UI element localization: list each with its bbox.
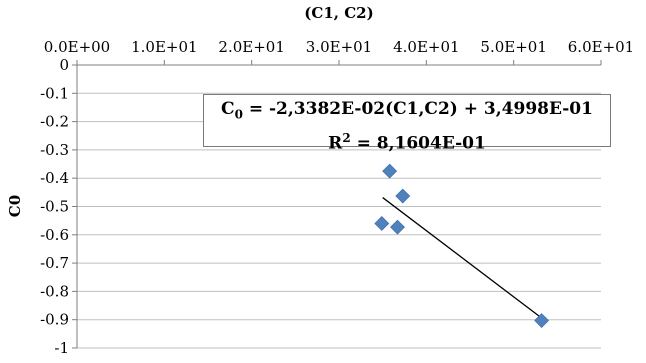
x-tick-label-5: 5.0E+01 xyxy=(480,38,546,56)
data-point-0-3 xyxy=(390,219,405,235)
x-axis-title: (C1, C2) xyxy=(304,4,373,22)
y-tick-label-6: -0.6 xyxy=(40,226,69,244)
data-points xyxy=(374,163,550,328)
equation-box: C0 = -2,3382E-02(C1,C2) + 3,4998E-01 R2 … xyxy=(203,94,611,154)
x-tick-label-2: 2.0E+01 xyxy=(218,38,284,56)
axes xyxy=(72,60,602,349)
y-tick-label-2: -0.2 xyxy=(40,113,69,131)
x-tick-label-6: 6.0E+01 xyxy=(568,38,634,56)
data-point-0-2 xyxy=(374,216,390,231)
data-point-0-1 xyxy=(395,188,411,204)
y-tick-label-8: -0.8 xyxy=(40,282,69,300)
trendline-segment xyxy=(382,197,543,319)
y-tick-label-0: 0 xyxy=(59,56,69,74)
x-tick-label-0: 0.0E+00 xyxy=(44,38,110,56)
r-squared: R2 = 8,1604E-01 xyxy=(328,131,486,155)
x-tick-label-1: 1.0E+01 xyxy=(131,38,197,56)
y-tick-label-5: -0.5 xyxy=(40,198,69,216)
y-tick-label-1: -0.1 xyxy=(40,84,69,102)
y-tick-label-10: -1 xyxy=(54,339,69,357)
data-point-0-4 xyxy=(534,313,550,328)
data-point-0-0 xyxy=(382,163,398,179)
x-tick-label-3: 3.0E+01 xyxy=(306,38,372,56)
y-tick-label-9: -0.9 xyxy=(40,311,69,329)
tick-labels: 0 -0.1 -0.2 -0.3 -0.4 -0.5 -0.6 -0.7 -0.8 -0.9 -1 0… xyxy=(40,38,634,357)
y-tick-label-7: -0.7 xyxy=(40,254,69,272)
gridlines xyxy=(77,92,601,349)
regression-equation: C0 = -2,3382E-02(C1,C2) + 3,4998E-01 xyxy=(221,99,593,122)
y-tick-label-3: -0.3 xyxy=(40,141,69,159)
x-tick-label-4: 4.0E+01 xyxy=(393,38,459,56)
y-tick-label-4: -0.4 xyxy=(40,169,69,187)
y-axis-title: C0 xyxy=(6,195,24,217)
trendline xyxy=(382,197,543,319)
